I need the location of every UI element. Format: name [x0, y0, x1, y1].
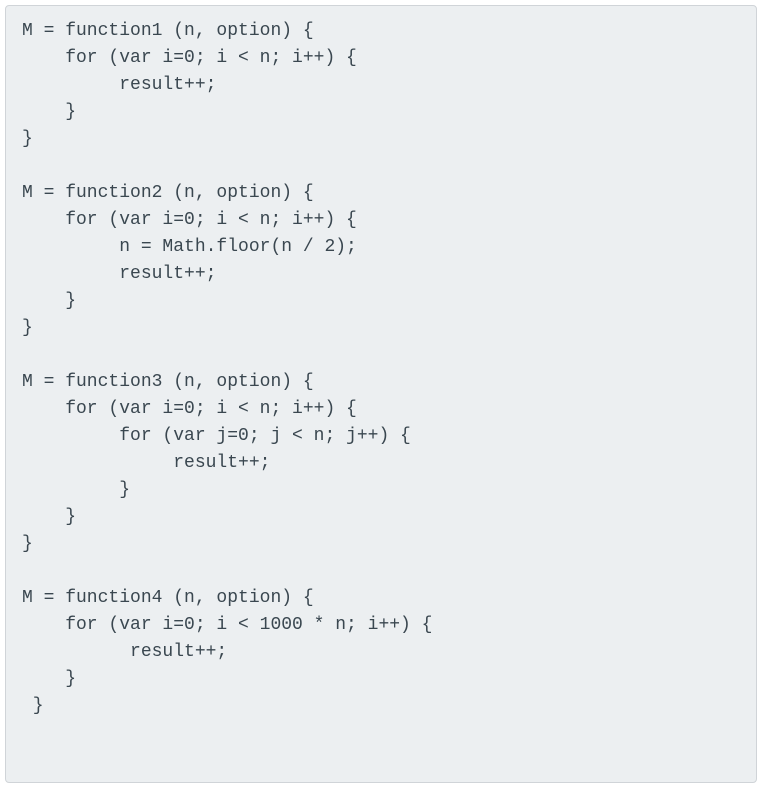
code-block: M = function1 (n, option) { for (var i=0… [5, 5, 757, 783]
